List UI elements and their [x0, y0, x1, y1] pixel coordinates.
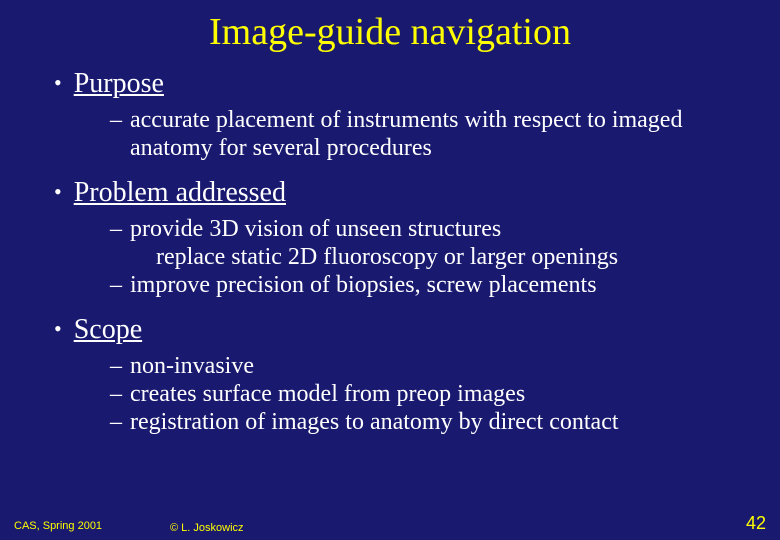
sub-list: – provide 3D vision of unseen structures…	[54, 215, 740, 300]
section-heading: • Scope	[54, 314, 740, 346]
item-text: non-invasive	[130, 352, 740, 380]
footer-center: © L. Joskowicz	[170, 522, 244, 534]
item-text: improve precision of biopsies, screw pla…	[130, 271, 740, 299]
item-text: provide 3D vision of unseen structures r…	[130, 215, 740, 272]
heading-text: Problem addressed	[74, 177, 286, 209]
sub-list: – accurate placement of instruments with…	[54, 106, 740, 163]
item-text: creates surface model from preop images	[130, 380, 740, 408]
dash-icon: –	[110, 106, 122, 163]
list-item: – provide 3D vision of unseen structures…	[110, 215, 740, 272]
bullet-icon: •	[54, 181, 62, 203]
dash-icon: –	[110, 380, 122, 408]
bullet-icon: •	[54, 318, 62, 340]
slide: Image-guide navigation • Purpose – accur…	[0, 0, 780, 540]
section-heading: • Problem addressed	[54, 177, 740, 209]
bullet-icon: •	[54, 72, 62, 94]
list-item: – creates surface model from preop image…	[110, 380, 740, 408]
list-item: – accurate placement of instruments with…	[110, 106, 740, 163]
dash-icon: –	[110, 215, 122, 272]
heading-text: Purpose	[74, 68, 164, 100]
item-text: accurate placement of instruments with r…	[130, 106, 740, 163]
list-item: – registration of images to anatomy by d…	[110, 408, 740, 436]
dash-icon: –	[110, 271, 122, 299]
item-line1: provide 3D vision of unseen structures	[130, 216, 501, 242]
sub-list: – non-invasive – creates surface model f…	[54, 352, 740, 437]
dash-icon: –	[110, 408, 122, 436]
list-item: – improve precision of biopsies, screw p…	[110, 271, 740, 299]
footer-left: CAS, Spring 2001	[14, 520, 102, 532]
list-item: – non-invasive	[110, 352, 740, 380]
heading-text: Scope	[74, 314, 142, 346]
dash-icon: –	[110, 352, 122, 380]
item-line2: replace static 2D fluoroscopy or larger …	[130, 243, 740, 271]
slide-footer: CAS, Spring 2001 © L. Joskowicz 42	[0, 513, 780, 534]
item-text: registration of images to anatomy by dir…	[130, 408, 740, 436]
slide-title: Image-guide navigation	[0, 10, 780, 54]
footer-page-number: 42	[746, 513, 766, 534]
slide-content: • Purpose – accurate placement of instru…	[0, 68, 780, 437]
section-heading: • Purpose	[54, 68, 740, 100]
